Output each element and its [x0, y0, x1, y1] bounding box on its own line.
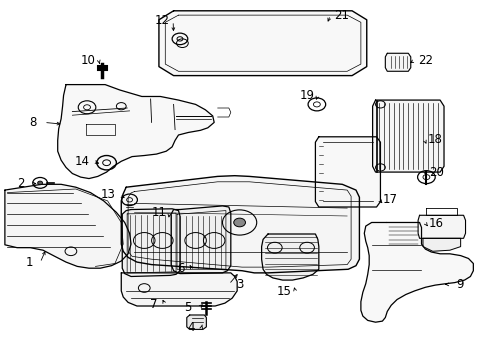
Circle shape [38, 181, 42, 185]
Text: 8: 8 [29, 116, 37, 129]
Text: 7: 7 [150, 298, 158, 311]
Circle shape [233, 218, 245, 227]
Polygon shape [58, 85, 214, 179]
Text: 10: 10 [81, 54, 95, 67]
Text: 18: 18 [427, 133, 442, 146]
Text: 4: 4 [186, 321, 194, 334]
Polygon shape [315, 137, 380, 207]
Text: 17: 17 [382, 193, 397, 206]
Polygon shape [121, 176, 359, 273]
Text: 13: 13 [101, 188, 116, 201]
Polygon shape [422, 238, 460, 251]
Text: 1: 1 [25, 256, 33, 269]
Polygon shape [360, 222, 472, 322]
Text: 16: 16 [428, 217, 443, 230]
Text: 20: 20 [428, 166, 443, 179]
Text: 15: 15 [277, 285, 291, 298]
Polygon shape [5, 184, 131, 268]
Polygon shape [261, 234, 318, 280]
Polygon shape [385, 53, 410, 71]
Text: 11: 11 [151, 206, 166, 219]
Text: 6: 6 [177, 262, 184, 275]
Text: 19: 19 [299, 89, 314, 102]
Polygon shape [372, 100, 443, 172]
Polygon shape [159, 11, 366, 76]
Polygon shape [171, 206, 230, 274]
Text: 5: 5 [184, 301, 192, 314]
Text: 9: 9 [455, 278, 463, 291]
Text: 14: 14 [75, 155, 89, 168]
Text: 21: 21 [333, 9, 348, 22]
Polygon shape [186, 315, 206, 329]
Polygon shape [122, 209, 180, 276]
Text: 3: 3 [235, 278, 243, 291]
Text: 2: 2 [17, 177, 24, 190]
Text: 12: 12 [155, 14, 169, 27]
Polygon shape [121, 273, 237, 306]
Polygon shape [417, 215, 465, 238]
Text: 22: 22 [417, 54, 432, 67]
